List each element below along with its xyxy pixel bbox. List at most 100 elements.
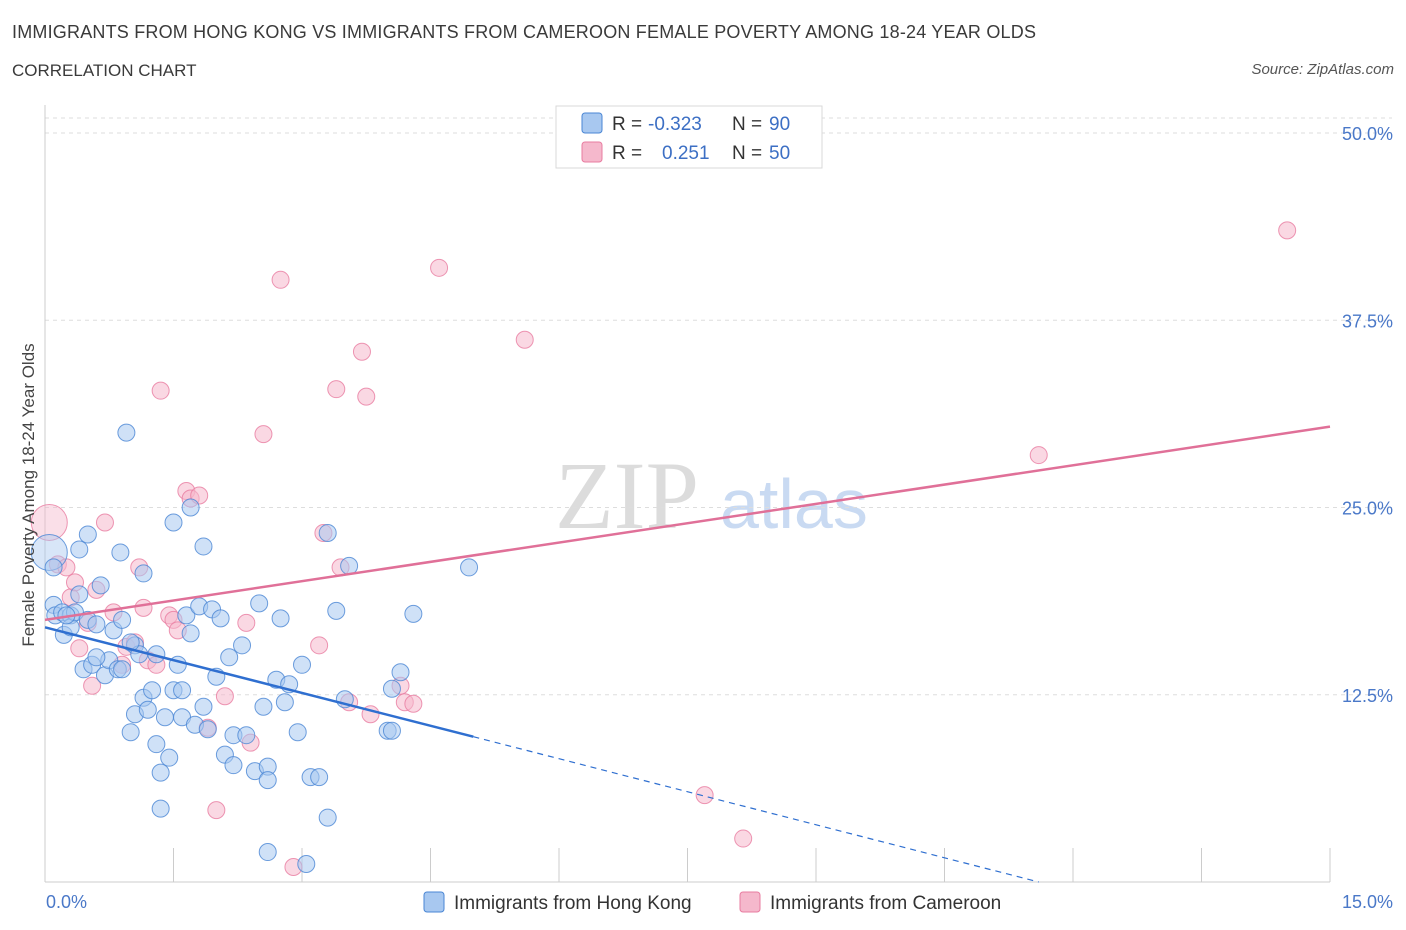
- trend-lines: [44, 425, 1331, 883]
- bottom-legend-swatch-cameroon: [739, 891, 761, 913]
- data-point-hong-kong: [121, 633, 140, 652]
- data-point-cameroon: [30, 503, 68, 541]
- data-point-hong-kong: [233, 636, 252, 655]
- data-point-hong-kong: [78, 525, 97, 544]
- data-point-hong-kong: [258, 771, 277, 790]
- data-point-hong-kong: [211, 609, 230, 628]
- data-point-hong-kong: [391, 663, 410, 682]
- data-point-hong-kong: [117, 423, 136, 442]
- trend-line-hong-kong-extension: [473, 736, 1039, 883]
- data-point-hong-kong: [318, 808, 337, 827]
- data-point-hong-kong: [70, 585, 89, 604]
- legend-r-value-2: 0.251: [662, 143, 710, 164]
- data-point-hong-kong: [293, 655, 311, 674]
- data-point-hong-kong: [340, 556, 359, 575]
- data-point-cameroon: [95, 513, 114, 532]
- data-point-hong-kong: [275, 693, 294, 712]
- data-point-hong-kong: [297, 855, 316, 874]
- legend-n-label-1: N =: [732, 114, 762, 135]
- data-point-hong-kong: [151, 763, 170, 782]
- data-point-hong-kong: [143, 681, 162, 700]
- data-point-hong-kong: [198, 720, 217, 739]
- data-point-cameroon: [254, 425, 273, 444]
- data-point-cameroon: [695, 786, 714, 805]
- data-point-hong-kong: [310, 768, 329, 787]
- data-point-hong-kong: [194, 537, 213, 556]
- data-point-hong-kong: [382, 721, 401, 740]
- legend-n-value-1: 90: [769, 114, 790, 135]
- data-point-hong-kong: [271, 609, 290, 628]
- trend-line-hong-kong: [44, 626, 474, 738]
- data-point-hong-kong: [70, 540, 89, 559]
- y-axis-label: Female Poverty Among 18-24 Year Olds: [19, 343, 38, 646]
- data-point-cameroon: [271, 270, 290, 289]
- data-point-hong-kong: [460, 558, 479, 577]
- data-point-hong-kong: [327, 601, 346, 620]
- chart-subtitle: CORRELATION CHART: [12, 61, 197, 80]
- series-hong-kong-points: [30, 423, 479, 874]
- grid-lines: [45, 117, 1392, 696]
- data-point-hong-kong: [173, 681, 192, 700]
- tick-labels: 12.5% 25.0% 37.5% 50.0% 0.0% 15.0%: [46, 124, 1393, 912]
- data-point-hong-kong: [147, 735, 166, 754]
- data-point-hong-kong: [134, 564, 153, 583]
- legend-swatch-hong-kong: [581, 112, 603, 134]
- data-point-hong-kong: [404, 604, 423, 623]
- data-point-cameroon: [430, 258, 449, 277]
- bottom-legend-hong-kong: Immigrants from Hong Kong: [454, 893, 692, 914]
- data-point-hong-kong: [111, 543, 130, 562]
- data-point-hong-kong: [138, 700, 157, 719]
- data-point-hong-kong: [318, 523, 337, 542]
- correlation-legend: R = -0.323 N = 90 R = 0.251 N = 50: [555, 105, 823, 169]
- data-point-cameroon: [83, 676, 102, 695]
- y-tick-label: 37.5%: [1342, 311, 1393, 331]
- data-point-hong-kong: [181, 624, 200, 643]
- bottom-legend-swatch-hong-kong: [423, 891, 445, 913]
- y-tick-label: 50.0%: [1342, 124, 1393, 144]
- data-point-hong-kong: [181, 498, 200, 517]
- series-legend: Immigrants from Hong Kong Immigrants fro…: [423, 891, 1001, 914]
- data-point-cameroon: [310, 636, 329, 655]
- data-point-hong-kong: [121, 723, 140, 742]
- data-point-hong-kong: [160, 748, 179, 767]
- data-point-hong-kong: [87, 615, 106, 634]
- y-tick-label: 12.5%: [1342, 686, 1393, 706]
- chart-title: IMMIGRANTS FROM HONG KONG VS IMMIGRANTS …: [12, 22, 1037, 42]
- data-point-hong-kong: [177, 606, 196, 625]
- data-point-hong-kong: [44, 558, 63, 577]
- data-point-cameroon: [70, 639, 89, 658]
- y-tick-label: 25.0%: [1342, 499, 1393, 519]
- x-tick-label-max: 15.0%: [1342, 892, 1393, 912]
- data-point-cameroon: [404, 694, 423, 713]
- data-point-cameroon: [237, 613, 256, 632]
- data-point-hong-kong: [288, 723, 307, 742]
- data-point-cameroon: [352, 342, 371, 361]
- data-point-hong-kong: [113, 610, 132, 629]
- source-label: Source: ZipAtlas.com: [1251, 61, 1394, 78]
- data-point-hong-kong: [237, 726, 256, 745]
- data-point-hong-kong: [224, 756, 243, 775]
- data-point-hong-kong: [87, 648, 106, 667]
- legend-n-value-2: 50: [769, 143, 790, 164]
- data-point-hong-kong: [220, 648, 239, 667]
- data-point-hong-kong: [155, 708, 174, 727]
- data-point-hong-kong: [164, 513, 183, 532]
- legend-r-value-1: -0.323: [648, 114, 702, 135]
- data-point-cameroon: [357, 387, 376, 406]
- data-point-cameroon: [515, 330, 534, 349]
- data-point-hong-kong: [194, 697, 213, 716]
- data-point-hong-kong: [254, 697, 273, 716]
- data-point-cameroon: [1278, 221, 1297, 240]
- data-point-hong-kong: [250, 594, 269, 613]
- data-point-cameroon: [207, 801, 226, 820]
- data-point-hong-kong: [151, 799, 170, 818]
- legend-r-label-2: R =: [612, 143, 642, 164]
- data-point-hong-kong: [91, 576, 110, 595]
- x-tick-label-min: 0.0%: [46, 892, 87, 912]
- data-point-cameroon: [327, 380, 346, 399]
- data-point-cameroon: [734, 829, 753, 848]
- data-point-hong-kong: [258, 843, 277, 862]
- legend-r-label-1: R =: [612, 114, 642, 135]
- data-point-cameroon: [1029, 446, 1048, 465]
- data-point-cameroon: [215, 687, 234, 706]
